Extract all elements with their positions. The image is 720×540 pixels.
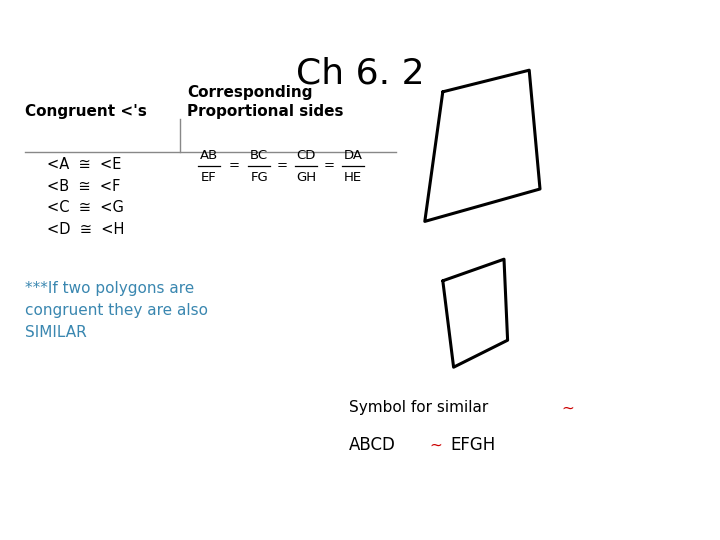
Text: Symbol for similar: Symbol for similar [349,400,498,415]
Text: ~: ~ [430,438,443,453]
Text: Corresponding
Proportional sides: Corresponding Proportional sides [187,85,343,119]
Text: Congruent <'s: Congruent <'s [25,104,147,119]
Text: CD: CD [297,149,315,162]
Text: ***If two polygons are
congruent they are also
SIMILAR: ***If two polygons are congruent they ar… [25,281,208,340]
Text: <B  ≅  <F: <B ≅ <F [47,179,120,194]
Text: EFGH: EFGH [450,436,495,455]
Text: <A  ≅  <E: <A ≅ <E [47,157,121,172]
Text: =: = [277,159,288,172]
Text: BC: BC [250,149,269,162]
Text: GH: GH [296,171,316,184]
Text: <C  ≅  <G: <C ≅ <G [47,200,124,215]
Text: =: = [228,159,240,172]
Text: HE: HE [343,171,362,184]
Text: FG: FG [251,171,268,184]
Text: EF: EF [201,171,217,184]
Text: <D  ≅  <H: <D ≅ <H [47,222,124,237]
Text: ABCD: ABCD [349,436,396,455]
Text: DA: DA [343,149,362,162]
Text: AB: AB [199,149,218,162]
Text: Ch 6. 2: Ch 6. 2 [296,57,424,91]
Text: =: = [324,159,335,172]
Text: ~: ~ [562,400,575,415]
